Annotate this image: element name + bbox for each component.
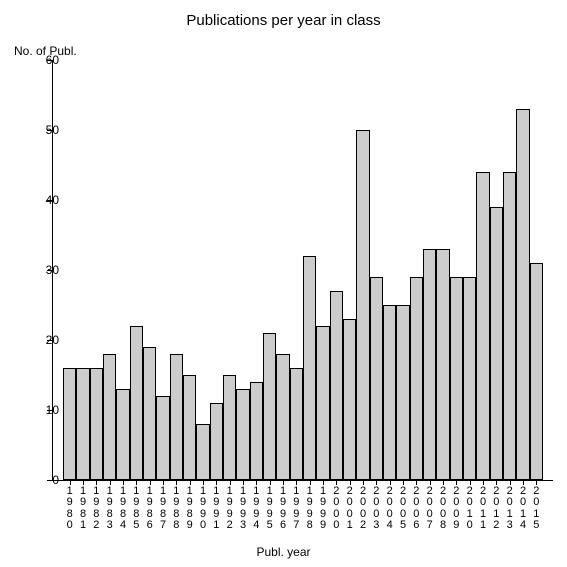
bar <box>303 256 316 480</box>
x-tick-label: 1994 <box>249 486 263 532</box>
x-tick-label: 2002 <box>356 486 370 532</box>
x-tick-label: 2014 <box>516 486 530 532</box>
x-tick-label: 1986 <box>143 486 157 532</box>
plot-area: 1980198119821983198419851986198719881989… <box>52 60 553 481</box>
bar <box>330 291 343 480</box>
y-tick-label: 0 <box>52 473 59 487</box>
bar <box>503 172 516 480</box>
bar <box>63 368 76 480</box>
x-tick-label: 1984 <box>116 486 130 532</box>
bar <box>410 277 423 480</box>
bar <box>156 396 169 480</box>
x-tick-label: 1995 <box>263 486 277 532</box>
x-tick-label: 1999 <box>316 486 330 532</box>
x-tick-label: 1996 <box>276 486 290 532</box>
x-tick-label: 1991 <box>209 486 223 532</box>
x-tick-label: 2000 <box>329 486 343 532</box>
bar <box>223 375 236 480</box>
x-tick-label: 1990 <box>196 486 210 532</box>
bar <box>90 368 103 480</box>
bar <box>450 277 463 480</box>
x-tick-label: 2009 <box>449 486 463 532</box>
y-tick-label: 60 <box>46 53 59 67</box>
x-tick-label: 2015 <box>529 486 543 532</box>
x-tick-label: 2010 <box>463 486 477 532</box>
bar <box>130 326 143 480</box>
x-tick-label: 1989 <box>183 486 197 532</box>
bar <box>76 368 89 480</box>
x-tick-label: 1988 <box>169 486 183 532</box>
bar <box>530 263 543 480</box>
x-tick-label: 2001 <box>343 486 357 532</box>
bar <box>436 249 449 480</box>
x-tick-label: 2005 <box>396 486 410 532</box>
y-tick-label: 30 <box>46 263 59 277</box>
bar <box>196 424 209 480</box>
x-tick-label: 1981 <box>76 486 90 532</box>
y-tick-label: 40 <box>46 193 59 207</box>
x-tick-label: 1998 <box>303 486 317 532</box>
bar <box>343 319 356 480</box>
bar <box>250 382 263 480</box>
bar <box>263 333 276 480</box>
bar <box>210 403 223 480</box>
bar <box>276 354 289 480</box>
x-tick-label: 1992 <box>223 486 237 532</box>
bar <box>383 305 396 480</box>
x-tick-label: 1982 <box>89 486 103 532</box>
bar <box>490 207 503 480</box>
x-tick-label: 1983 <box>103 486 117 532</box>
x-tick-label: 2011 <box>476 486 490 532</box>
y-tick-label: 50 <box>46 123 59 137</box>
bar <box>103 354 116 480</box>
x-tick-label: 1993 <box>236 486 250 532</box>
y-tick-label: 20 <box>46 333 59 347</box>
x-tick-label: 1987 <box>156 486 170 532</box>
bar <box>170 354 183 480</box>
bar <box>463 277 476 480</box>
y-tick-label: 10 <box>46 403 59 417</box>
chart-container: Publications per year in class No. of Pu… <box>0 0 567 567</box>
x-tick-label: 2013 <box>503 486 517 532</box>
bar <box>316 326 329 480</box>
bar <box>143 347 156 480</box>
bar <box>516 109 529 480</box>
x-tick-label: 2006 <box>409 486 423 532</box>
bar <box>183 375 196 480</box>
x-axis-title: Publ. year <box>0 545 567 559</box>
bar <box>396 305 409 480</box>
x-tick-label: 2004 <box>383 486 397 532</box>
bar <box>116 389 129 480</box>
chart-title: Publications per year in class <box>0 12 567 29</box>
x-tick-label: 2008 <box>436 486 450 532</box>
bar <box>236 389 249 480</box>
bar <box>423 249 436 480</box>
x-tick-label: 2003 <box>369 486 383 532</box>
bars-region: 1980198119821983198419851986198719881989… <box>53 60 553 480</box>
x-tick-label: 1980 <box>63 486 77 532</box>
x-tick-label: 1997 <box>289 486 303 532</box>
bar <box>290 368 303 480</box>
bar <box>476 172 489 480</box>
x-tick-label: 1985 <box>129 486 143 532</box>
x-tick-label: 2007 <box>423 486 437 532</box>
x-tick-label: 2012 <box>489 486 503 532</box>
bar <box>370 277 383 480</box>
bar <box>356 130 369 480</box>
